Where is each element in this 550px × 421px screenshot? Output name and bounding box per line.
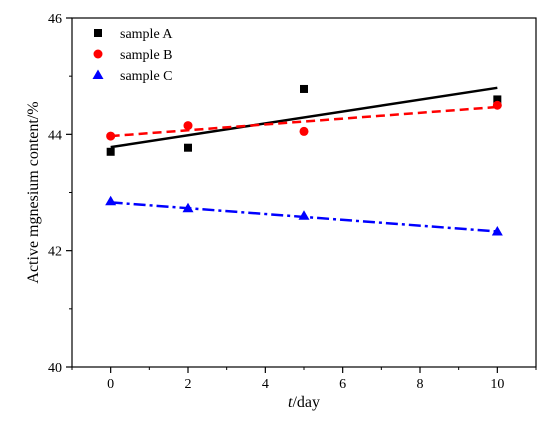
legend-marker-series-1 — [94, 29, 102, 37]
data-point-series-1 — [106, 147, 115, 156]
y-axis-title: Active mgnesium content/% — [25, 101, 42, 283]
data-point-series-1 — [184, 143, 192, 152]
x-tick-label: 0 — [107, 377, 114, 392]
x-axis-title-variable: t — [288, 394, 293, 411]
x-tick-label: 10 — [490, 377, 504, 392]
data-point-series-1 — [493, 95, 502, 104]
data-point-series-3 — [182, 202, 194, 213]
data-markers — [105, 84, 503, 236]
fit-line-series-2 — [110, 105, 498, 138]
y-tick-label: 42 — [48, 245, 62, 260]
legend-marker-series-2 — [93, 49, 103, 59]
y-tick-label: 46 — [48, 12, 62, 27]
y-tick-label: 40 — [48, 361, 62, 376]
legend-marker-series-3 — [92, 69, 104, 79]
x-tick-label: 2 — [185, 377, 192, 392]
data-point-series-3 — [105, 195, 117, 206]
data-point-series-2 — [106, 131, 116, 141]
data-point-series-2 — [183, 121, 193, 131]
data-point-series-1 — [300, 84, 308, 93]
legend-label-series-2: sample B — [120, 48, 173, 63]
legend-label-series-1: sample A — [120, 27, 173, 42]
data-point-series-2 — [492, 100, 502, 110]
x-tick-label: 8 — [417, 377, 424, 392]
x-axis-title-unit: /day — [292, 394, 320, 411]
fit-lines — [110, 86, 498, 233]
x-tick-label: 6 — [339, 377, 346, 392]
data-point-series-2 — [299, 126, 309, 136]
legend-label-series-3: sample C — [120, 69, 173, 84]
x-axis-title: t/day — [288, 394, 320, 411]
x-tick-label: 4 — [262, 377, 269, 392]
y-tick-label: 44 — [48, 128, 62, 143]
x-axis-ticks: 0 2 4 6 8 10 — [71, 367, 537, 392]
data-point-series-3 — [491, 225, 503, 236]
fit-line-series-1 — [110, 86, 498, 149]
legend: sample A sample B sample C — [92, 27, 173, 84]
data-point-series-3 — [298, 210, 310, 220]
y-axis-ticks: 40 42 44 46 — [48, 12, 72, 376]
